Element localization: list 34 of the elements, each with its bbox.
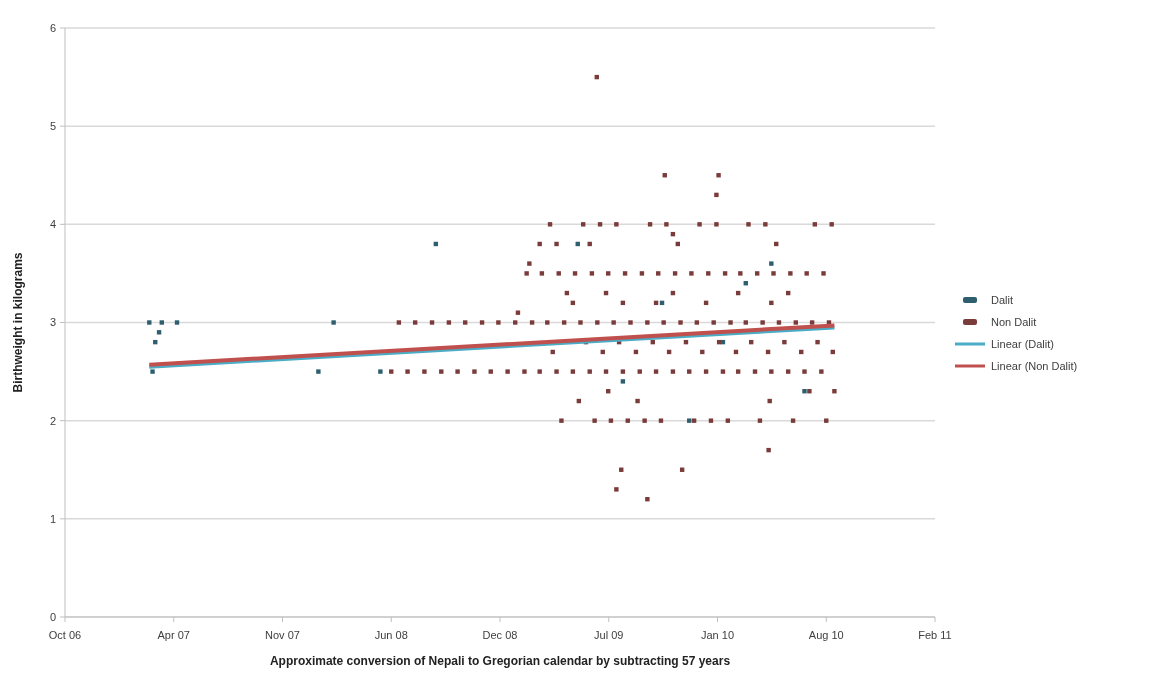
y-tick-label: 6 [49,21,56,34]
x-tick-label: Feb 11 [918,629,952,641]
y-tick-label: 5 [49,120,56,133]
legend-label: Non Dalit [991,315,1037,328]
x-tick-label: Nov 07 [265,629,300,641]
x-tick-label: Jul 09 [594,629,624,641]
y-tick-label: 2 [49,414,56,427]
point [802,389,807,394]
x-tick-label: Jan 10 [700,629,735,641]
y-tick-label: 4 [49,218,56,231]
legend-label: Linear (Non Dalit) [991,359,1078,372]
point [378,369,383,374]
point [687,418,692,423]
point [331,320,336,325]
x-tick-label: Jun 08 [374,629,408,641]
y-axis-title: Birthweight in kilograms [11,252,25,393]
point [316,369,321,374]
y-tick-label: 3 [49,316,56,329]
x-tick-label: Oct 06 [48,629,82,641]
point [769,261,774,266]
point [156,330,162,335]
point [620,379,626,384]
y-tick-label: 0 [49,610,56,623]
point [159,320,164,325]
legend-label: Linear (Dalit) [991,337,1054,350]
point [147,320,152,325]
point [150,369,155,374]
x-tick-label: Dec 08 [482,629,518,641]
y-tick-label: 1 [49,512,56,525]
x-tick-label: Apr 07 [157,629,190,641]
x-axis-title: Approximate conversion of Nepali to Gregorian calendar by subtracting 57 years [269,654,731,668]
legend-label: Dalit [991,293,1014,306]
point [174,320,180,325]
x-tick-label: Aug 10 [808,629,844,641]
